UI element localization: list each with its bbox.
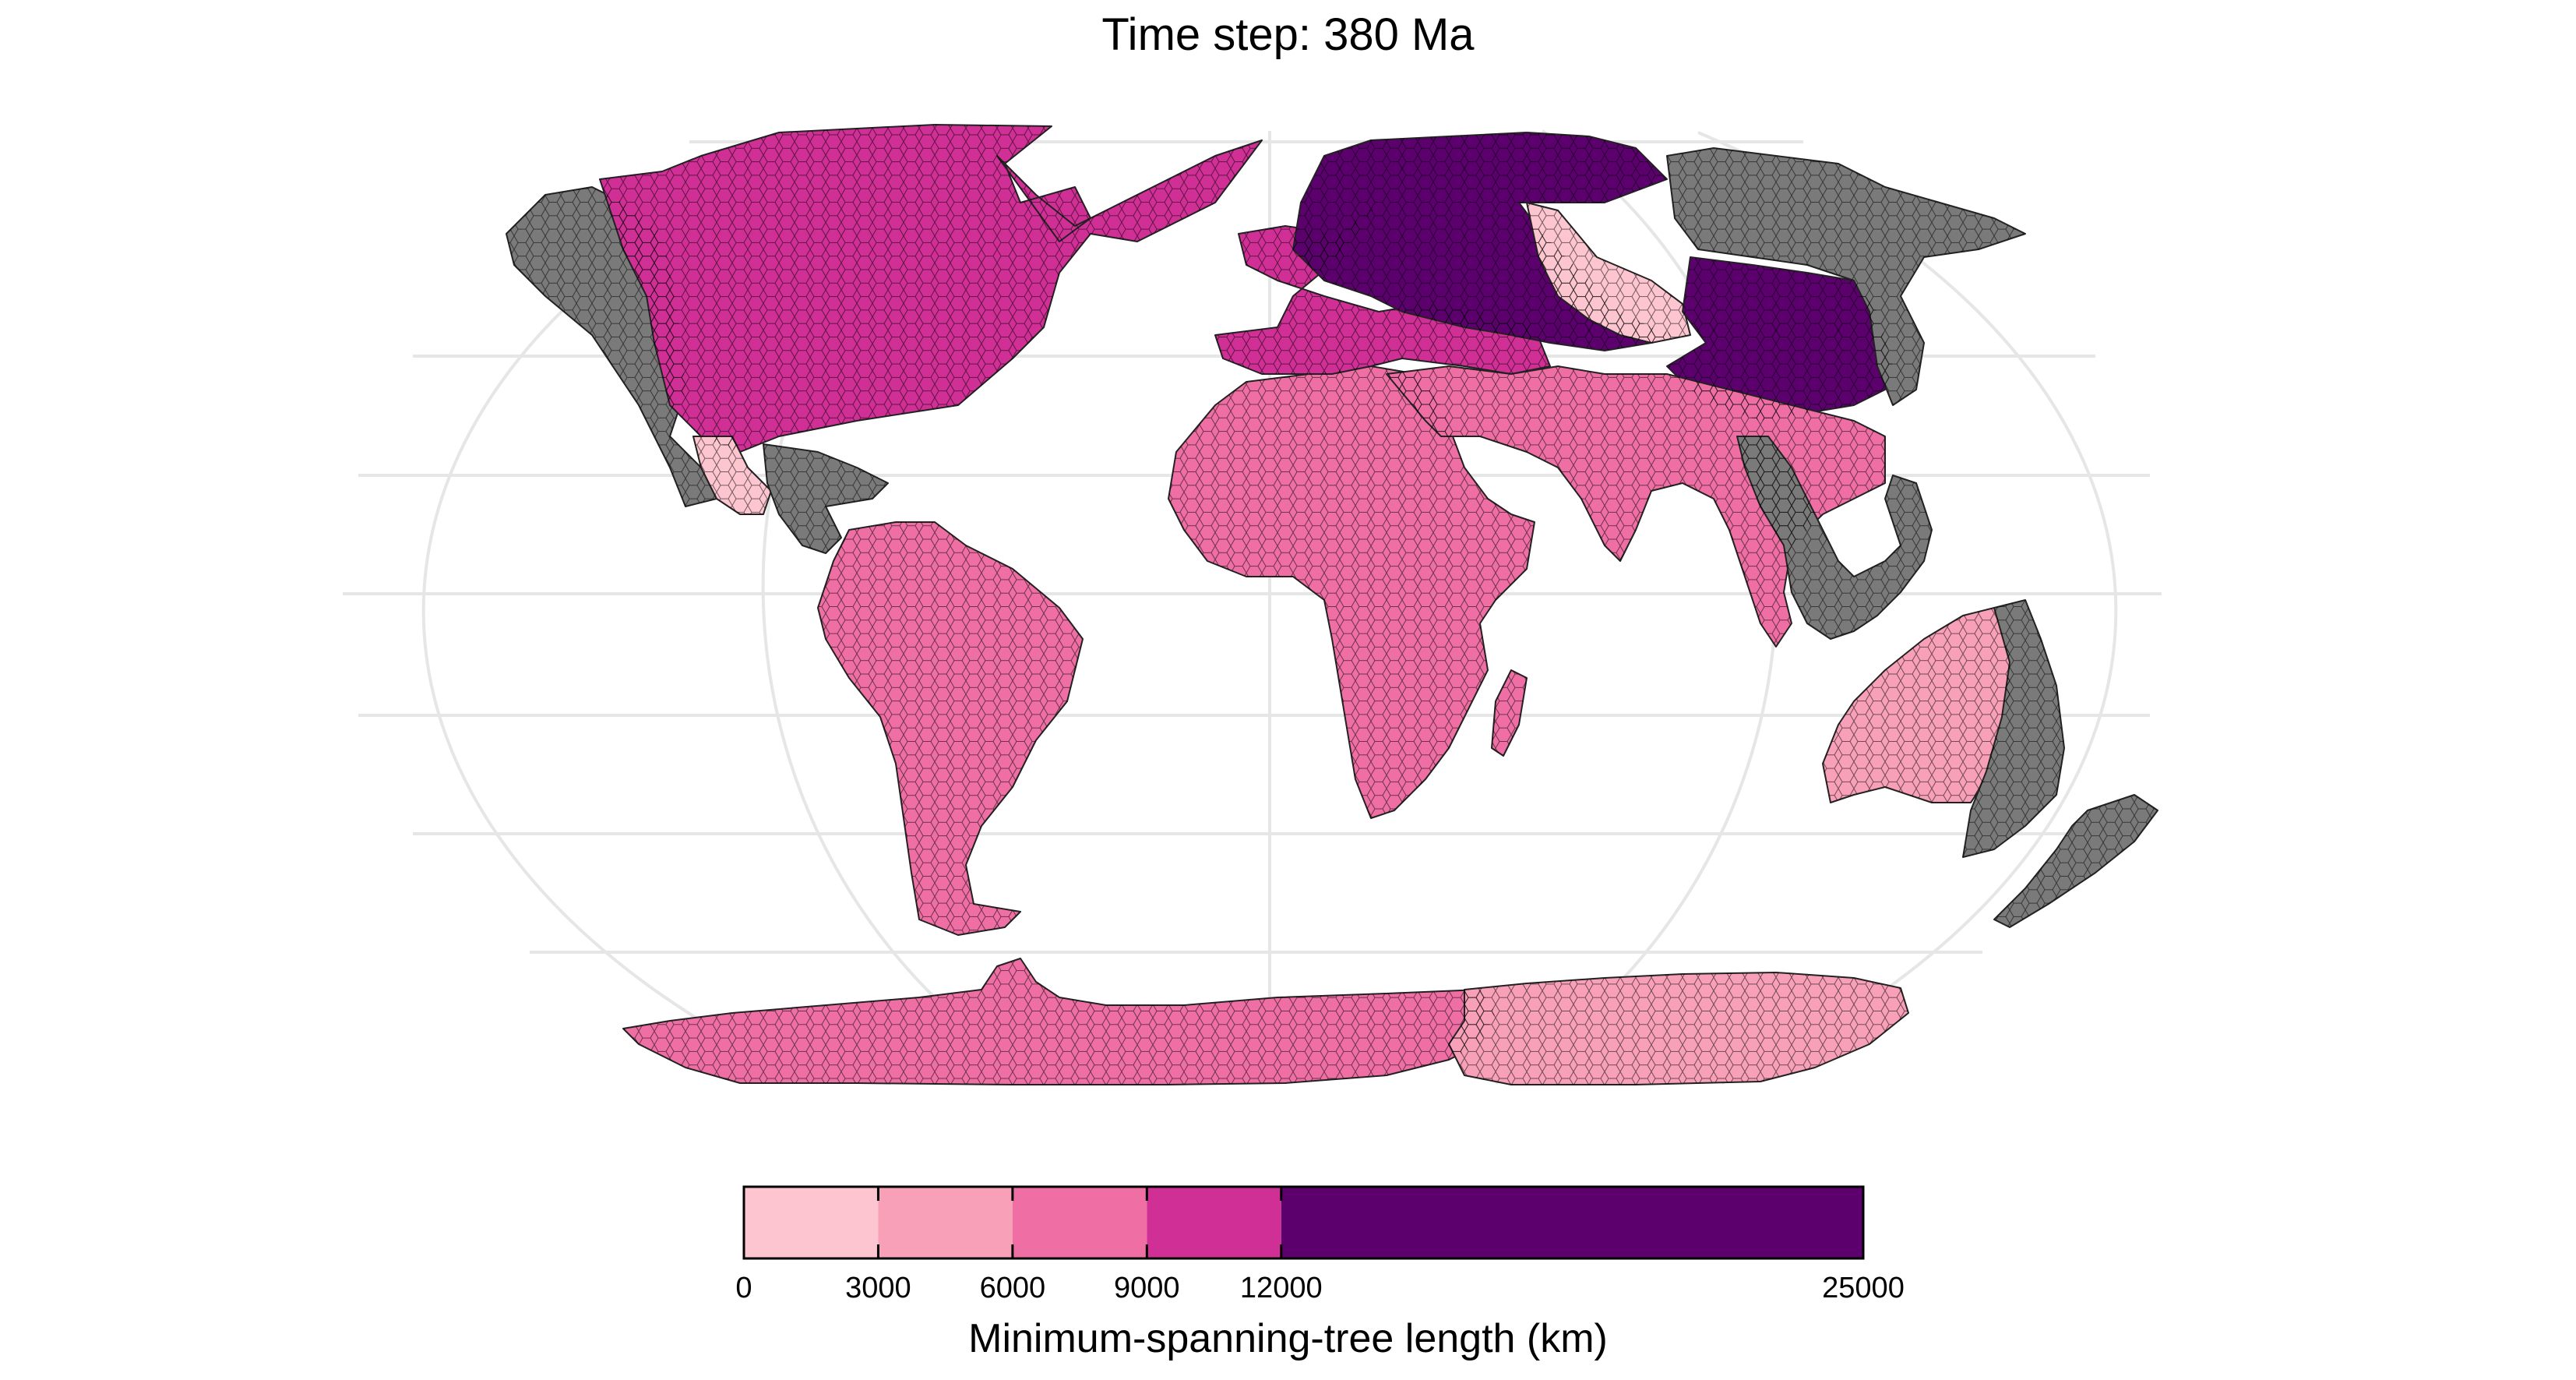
- hex-cells-antarctica-east: [1449, 972, 1908, 1085]
- hex-cells-australia-east: [1963, 600, 2064, 857]
- hex-cells-new-zealand: [1994, 795, 2158, 927]
- hex-cells-caribbean: [763, 444, 888, 553]
- legend-swatch: [1281, 1187, 1863, 1258]
- hex-cells-mexico: [693, 436, 771, 514]
- hex-cells-east-asia: [1667, 257, 1893, 421]
- legend-frame: [742, 1185, 1865, 1260]
- map-title: Time step: 380 Ma: [1101, 9, 1475, 60]
- hex-cells-australia-west: [1823, 608, 2010, 803]
- legend-colorbar: [742, 1185, 1865, 1260]
- legend-swatch: [744, 1187, 879, 1258]
- legend-swatch: [878, 1187, 1013, 1258]
- legend-tick-label: 9000: [1114, 1272, 1180, 1304]
- hex-cells-madagascar: [1492, 670, 1527, 756]
- legend-tick-label: 12000: [1240, 1272, 1323, 1304]
- hex-cells-asia-fringe: [1667, 148, 2025, 405]
- legend-title: Minimum-spanning-tree length (km): [968, 1316, 1608, 1361]
- hex-cells-southeast-asia: [1737, 436, 1932, 639]
- legend-swatch: [1147, 1187, 1281, 1258]
- hex-cells-antarctica-west: [623, 958, 1496, 1085]
- legend-tick-label: 25000: [1822, 1272, 1905, 1304]
- legend-tick-label: 3000: [845, 1272, 911, 1304]
- hex-cells-south-america: [818, 522, 1083, 935]
- hex-cells-north-america: [600, 125, 1262, 452]
- hex-cells-africa: [1168, 366, 1535, 818]
- legend-tick-label: 0: [735, 1272, 752, 1304]
- legend-tick-label: 6000: [980, 1272, 1046, 1304]
- hex-cells-central-asia: [1527, 203, 1690, 343]
- hex-texture: [506, 125, 2158, 1085]
- legend-swatch: [1012, 1187, 1147, 1258]
- legend-ticks: 0 3000 6000 9000 12000 25000: [735, 1187, 1905, 1304]
